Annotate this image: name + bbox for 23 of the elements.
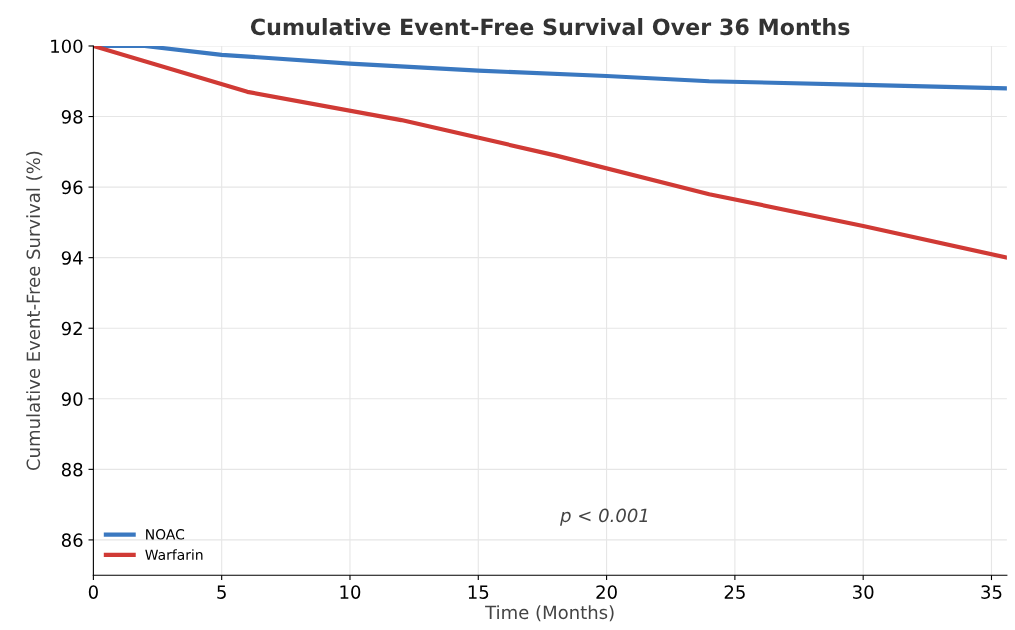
- y-tick-label: 100: [51, 39, 83, 54]
- annotation: p < 0.001: [560, 508, 648, 526]
- y-tick-label: 90: [61, 392, 83, 406]
- y-tick-label: 94: [61, 251, 83, 265]
- chart-title: Cumulative Event-Free Survival Over 36 Months: [250, 17, 850, 36]
- y-tick-label: 92: [61, 321, 82, 336]
- y-axis-title: Cumulative Event-Free Survival (%): [26, 151, 43, 471]
- x-tick-label: 5: [217, 585, 226, 599]
- x-tick-label: 10: [340, 585, 361, 599]
- legend-label: Warfarin: [145, 549, 203, 560]
- line-series: [93, 45, 1007, 260]
- x-tick-label: 30: [853, 585, 874, 599]
- x-tick-label: 25: [724, 585, 745, 599]
- y-tick-label: 88: [61, 462, 83, 477]
- x-axis-title: Time (Months): [485, 605, 614, 622]
- x-tick-label: 15: [468, 585, 489, 599]
- y-tick-label: 86: [61, 533, 83, 548]
- x-tick-label: 0: [88, 585, 98, 599]
- y-tick-label: 96: [61, 180, 83, 195]
- y-tick-label: 98: [61, 110, 83, 124]
- x-tick-label: 20: [596, 585, 617, 599]
- legend-label: NOAC: [146, 529, 185, 540]
- x-tick-label: 35: [981, 585, 1002, 599]
